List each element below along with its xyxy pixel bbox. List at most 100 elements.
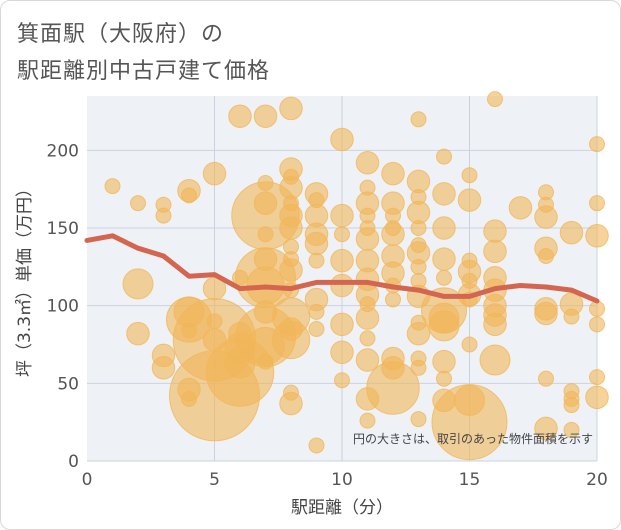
chart-title-line-2: 駅距離別中古戸建て価格 — [17, 59, 271, 84]
data-bubble — [410, 258, 427, 275]
data-bubble — [483, 312, 507, 337]
x-axis-label: 駅距離（分） — [291, 498, 393, 518]
data-bubble — [585, 224, 609, 248]
data-bubble — [381, 222, 405, 246]
data-bubble — [279, 391, 303, 416]
data-bubble — [410, 220, 427, 237]
data-bubble — [385, 291, 401, 308]
data-bubble — [483, 239, 507, 264]
bubble-series — [104, 91, 609, 461]
data-bubble — [436, 269, 452, 286]
data-bubble — [436, 370, 452, 387]
data-bubble — [483, 219, 507, 243]
data-bubble — [257, 226, 274, 243]
data-bubble — [330, 127, 354, 152]
chart-title-line-1: 箕面駅（大阪府）の — [17, 22, 225, 47]
data-bubble — [308, 303, 325, 320]
data-bubble — [253, 104, 278, 128]
data-bubble — [508, 196, 533, 220]
x-axis-ticks: 0 5 10 15 20 — [82, 470, 608, 490]
y-axis-ticks: 0 50 100 150 200 — [47, 141, 79, 472]
data-bubble — [563, 397, 580, 414]
data-bubble — [461, 336, 478, 353]
data-bubble — [559, 220, 584, 245]
data-bubble — [359, 412, 376, 429]
data-bubble — [308, 252, 325, 269]
data-bubble — [461, 167, 478, 184]
bubble-size-note: 円の大きさは、取引のあった物件面積を示す — [353, 431, 593, 446]
average-price-line — [84, 233, 600, 304]
y-tick-label: 150 — [47, 219, 79, 239]
data-bubble — [432, 216, 456, 240]
data-bubble — [589, 300, 605, 317]
x-tick-label: 10 — [331, 470, 353, 490]
data-bubble — [534, 205, 558, 229]
data-bubble — [122, 268, 154, 300]
data-bubble — [538, 247, 554, 264]
data-bubble — [271, 320, 311, 360]
data-bubble — [479, 344, 511, 376]
data-bubble — [534, 416, 558, 441]
x-tick-label: 0 — [82, 470, 93, 490]
data-bubble — [534, 301, 558, 326]
data-bubble — [589, 316, 605, 333]
data-bubble — [355, 348, 380, 372]
data-bubble — [410, 111, 427, 128]
data-bubble — [279, 96, 303, 121]
data-bubble — [432, 349, 456, 374]
data-bubble — [228, 104, 252, 128]
data-bubble — [563, 421, 580, 438]
data-bubble — [487, 91, 503, 108]
data-bubble — [436, 148, 452, 165]
data-bubble — [381, 161, 405, 186]
data-bubble — [334, 226, 350, 243]
data-bubble — [330, 312, 354, 337]
data-bubble — [355, 227, 380, 251]
data-bubble — [155, 207, 172, 224]
data-bubble — [585, 385, 609, 410]
data-bubble — [308, 320, 325, 337]
y-axis-label: 坪（3.3㎡）単価（万円） — [15, 180, 35, 377]
data-bubble — [334, 372, 350, 389]
y-tick-label: 200 — [47, 141, 79, 161]
data-bubble — [563, 308, 580, 325]
data-bubble — [589, 369, 605, 386]
data-bubble — [304, 231, 329, 256]
data-bubble — [202, 161, 227, 186]
x-tick-label: 20 — [586, 470, 608, 490]
data-bubble — [330, 273, 354, 298]
data-bubble — [410, 359, 427, 376]
y-tick-label: 50 — [57, 374, 79, 394]
data-bubble — [406, 321, 431, 346]
data-bubble — [432, 182, 456, 206]
data-bubble — [538, 370, 554, 387]
data-bubble — [457, 188, 482, 212]
data-bubble — [589, 195, 605, 212]
data-bubble — [257, 353, 274, 370]
data-bubble — [355, 306, 380, 330]
data-bubble — [428, 310, 460, 342]
data-bubble — [410, 411, 427, 428]
data-bubble — [366, 361, 420, 415]
data-bubble — [432, 247, 456, 271]
data-bubble — [359, 330, 376, 347]
x-tick-label: 5 — [209, 470, 220, 490]
data-bubble — [431, 384, 508, 461]
data-bubble — [330, 203, 354, 228]
data-bubble — [126, 321, 150, 346]
data-bubble — [130, 195, 146, 212]
y-tick-label: 0 — [68, 452, 79, 472]
y-tick-label: 100 — [47, 297, 79, 317]
data-bubble — [279, 258, 303, 282]
data-bubble — [330, 340, 354, 365]
data-bubble — [589, 136, 605, 153]
data-bubble — [330, 248, 354, 273]
data-bubble — [355, 151, 380, 175]
data-bubble — [308, 437, 325, 454]
x-tick-label: 15 — [459, 470, 481, 490]
data-bubble — [181, 187, 197, 204]
data-bubble — [279, 216, 303, 240]
data-bubble — [151, 356, 176, 380]
data-bubble — [104, 178, 121, 195]
